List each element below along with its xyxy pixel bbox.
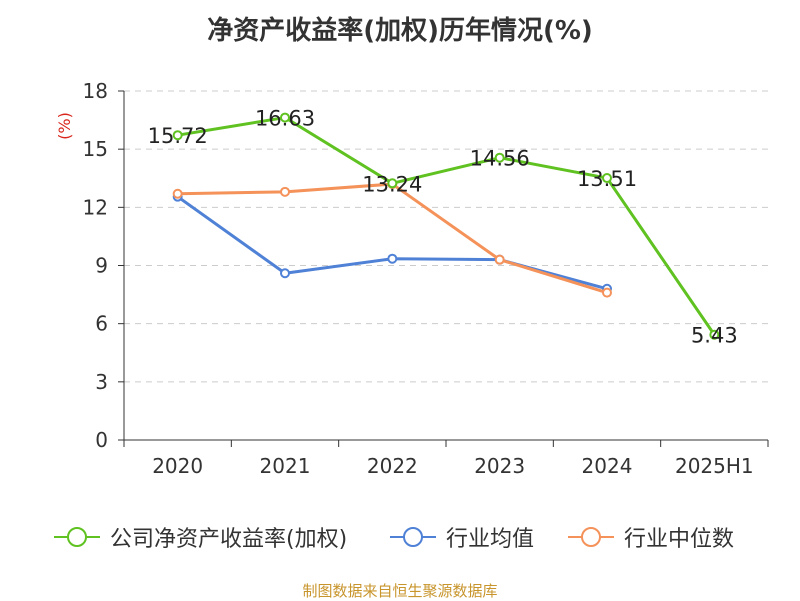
legend-marker-company-roe (54, 527, 100, 547)
y-tick-label: 15 (83, 137, 108, 161)
data-label: 15.72 (148, 124, 208, 148)
y-tick-label: 9 (95, 254, 108, 278)
legend-item-company-roe[interactable]: 公司净资产收益率(加权) (52, 520, 347, 554)
data-point (172, 188, 183, 199)
y-axis-label: (%) (55, 112, 74, 140)
x-tick-label: 2025H1 (675, 454, 754, 478)
x-tick-label: 2024 (582, 454, 633, 478)
data-point (280, 268, 290, 279)
data-point (172, 130, 183, 141)
data-point (602, 173, 612, 184)
data-point (387, 178, 398, 189)
y-tick-label: 12 (83, 195, 108, 219)
legend-marker-industry-median (568, 527, 614, 547)
x-tick-label: 2020 (152, 454, 203, 478)
legend-marker-industry-mean (390, 527, 436, 547)
y-tick-label: 0 (95, 428, 108, 452)
legend-label-industry-median: 行业中位数 (624, 527, 735, 552)
data-point (602, 287, 612, 298)
data-point (494, 254, 505, 265)
x-tick-label: 2021 (260, 454, 311, 478)
data-label: 16.63 (255, 107, 315, 131)
legend-label-company-roe: 公司净资产收益率(加权) (110, 527, 348, 552)
data-point (280, 186, 290, 197)
data-point (494, 152, 505, 163)
series-line (176, 195, 608, 291)
y-tick-label: 3 (95, 370, 108, 394)
legend-item-industry-mean[interactable]: 行业均值 (388, 520, 534, 554)
data-point (280, 112, 290, 123)
x-tick-label: 2022 (367, 454, 418, 478)
y-tick-label: 6 (95, 312, 108, 336)
source-note: 制图数据来自恒生聚源数据库 (302, 582, 498, 600)
data-point (709, 329, 720, 340)
series-line (177, 182, 608, 295)
data-label: 5.43 (691, 324, 738, 348)
data-label: 13.24 (362, 172, 422, 196)
data-label: 13.51 (577, 167, 637, 191)
legend-label-industry-mean: 行业均值 (446, 527, 535, 552)
x-tick-label: 2023 (474, 454, 525, 478)
series-line (177, 116, 716, 336)
data-point (387, 253, 398, 264)
y-tick-label: 18 (83, 79, 108, 103)
chart-title: 净资产收益率(加权)历年情况(%) (207, 16, 593, 46)
legend-item-industry-median[interactable]: 行业中位数 (566, 520, 734, 554)
data-label: 14.56 (470, 147, 530, 171)
